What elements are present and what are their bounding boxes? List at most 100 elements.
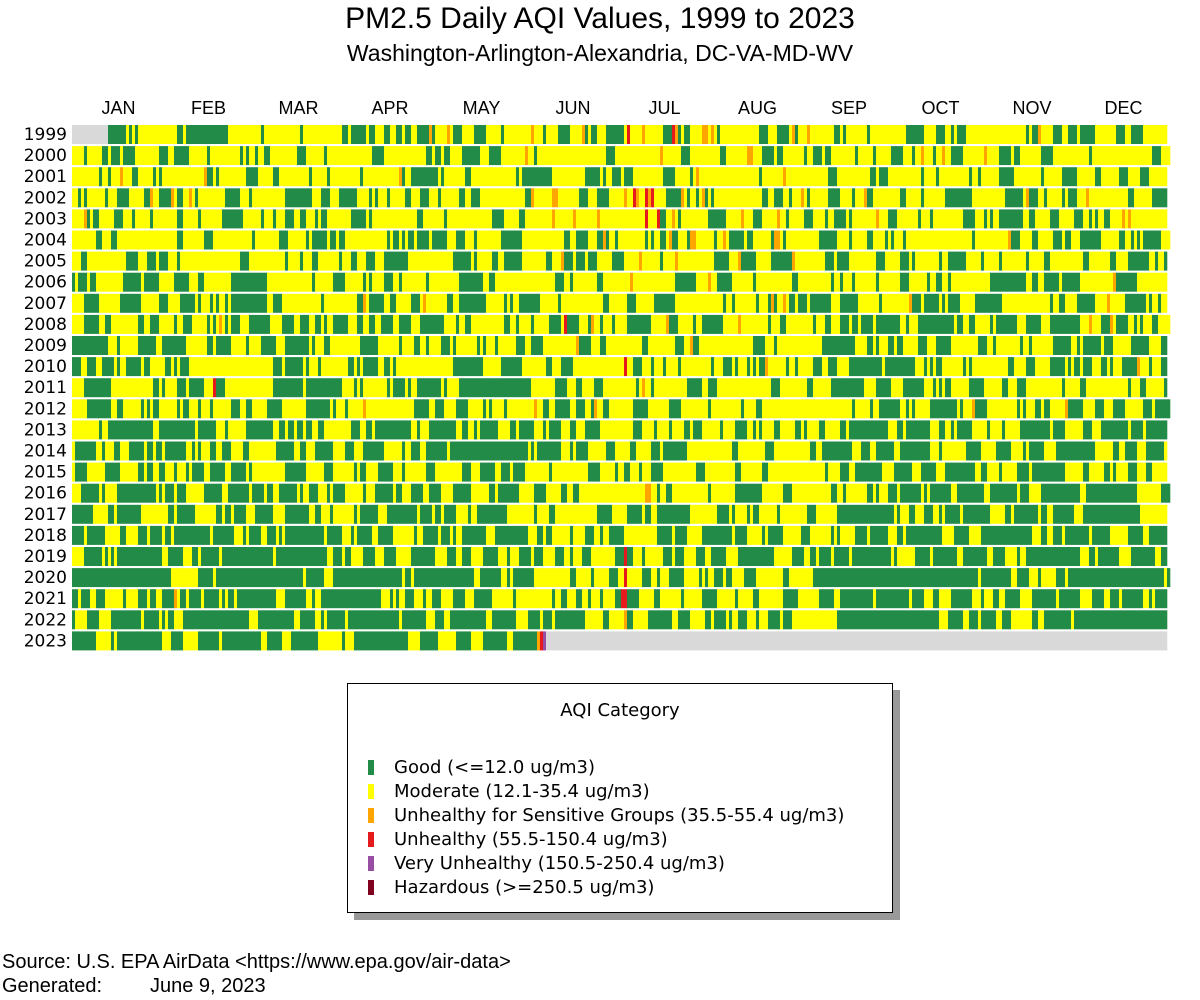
day-cell-good <box>756 293 760 313</box>
day-cell-moderate <box>717 230 724 250</box>
day-cell-good <box>369 293 385 313</box>
day-cell-moderate <box>1047 504 1054 524</box>
legend-label: Hazardous (>=250.5 ug/m3) <box>394 876 655 898</box>
day-cell-good <box>222 631 262 651</box>
day-cell-good <box>1026 547 1081 566</box>
day-cell-moderate <box>348 399 364 419</box>
day-cell-moderate <box>219 167 247 187</box>
day-cell-moderate <box>261 525 268 545</box>
day-cell-moderate <box>951 272 991 292</box>
day-cell-moderate <box>159 610 163 630</box>
day-cell-moderate <box>486 293 505 313</box>
day-cell-moderate <box>1119 589 1123 609</box>
day-cell-good <box>819 230 838 250</box>
day-cell-good <box>675 525 688 545</box>
day-cell-moderate <box>471 631 484 651</box>
day-cell-good <box>291 631 319 651</box>
day-cell-usg <box>783 167 787 187</box>
day-cell-good <box>897 336 904 355</box>
day-cell-moderate <box>231 336 247 355</box>
day-cell-good <box>981 462 988 482</box>
day-cell-moderate <box>405 167 412 187</box>
day-cell-good <box>609 525 625 545</box>
day-cell-moderate <box>471 504 478 524</box>
day-cell-good <box>933 547 958 566</box>
day-cell-moderate <box>390 230 394 250</box>
day-cell-good <box>306 378 343 398</box>
day-cell-moderate <box>936 462 946 482</box>
day-cell-moderate <box>924 378 934 398</box>
day-cell-usg <box>534 399 538 419</box>
day-cell-moderate <box>534 188 553 208</box>
day-cell-good <box>501 125 505 144</box>
legend-swatch <box>368 807 374 823</box>
day-cell-moderate <box>204 272 232 292</box>
day-cell-good <box>675 272 697 292</box>
day-cell-moderate <box>1065 378 1081 398</box>
day-cell-usg <box>174 589 178 609</box>
day-cell-good <box>753 209 763 229</box>
day-cell-good <box>312 589 316 609</box>
day-cell-moderate <box>1038 504 1042 524</box>
day-cell-moderate <box>162 525 166 545</box>
day-cell-moderate <box>201 399 211 419</box>
day-cell-good <box>231 272 268 292</box>
day-cell-moderate <box>1020 146 1042 166</box>
day-cell-good <box>192 547 199 566</box>
day-cell-good <box>582 547 592 566</box>
day-cell-moderate <box>744 209 754 229</box>
day-cell-moderate <box>834 272 841 292</box>
day-cell-moderate <box>1041 399 1045 419</box>
day-cell-moderate <box>357 462 361 482</box>
day-cell-moderate <box>831 314 841 334</box>
day-cell-good <box>426 441 448 461</box>
day-cell-good <box>87 209 91 229</box>
year-row <box>72 314 1171 334</box>
day-cell-moderate <box>1011 610 1033 630</box>
day-cell-moderate <box>1125 125 1132 144</box>
day-cell-good <box>153 378 160 398</box>
day-cell-moderate <box>303 357 307 377</box>
day-cell-good <box>315 441 334 461</box>
day-cell-good <box>531 314 535 334</box>
day-cell-moderate <box>696 230 715 250</box>
day-cell-good <box>615 547 625 566</box>
day-cell-good <box>681 146 691 166</box>
day-cell-moderate <box>780 378 808 398</box>
day-cell-good <box>531 441 535 461</box>
day-cell-moderate <box>408 251 454 271</box>
day-cell-good <box>633 357 643 377</box>
day-cell-moderate <box>870 441 877 461</box>
day-cell-good <box>453 357 484 377</box>
day-cell-good <box>168 547 184 566</box>
day-cell-moderate <box>126 125 130 144</box>
day-cell-moderate <box>1071 357 1075 377</box>
day-cell-good <box>696 462 706 482</box>
day-cell-good <box>885 230 889 250</box>
day-cell-good <box>720 146 727 166</box>
day-cell-moderate <box>972 357 1009 377</box>
chart-subtitle: Washington-Arlington-Alexandria, DC-VA-M… <box>346 40 854 66</box>
day-cell-good <box>663 125 673 144</box>
day-cell-moderate <box>798 357 814 377</box>
day-cell-moderate <box>690 610 706 630</box>
day-cell-moderate <box>258 167 274 187</box>
day-cell-moderate <box>888 167 922 187</box>
day-cell-moderate <box>693 167 697 187</box>
day-cell-moderate <box>942 504 946 524</box>
day-cell-moderate <box>138 167 154 187</box>
day-cell-moderate <box>951 483 958 503</box>
year-row <box>72 146 1171 166</box>
day-cell-good <box>354 504 358 524</box>
day-cell-good <box>327 525 343 545</box>
day-cell-moderate <box>111 378 154 398</box>
day-cell-moderate <box>792 483 832 503</box>
day-cell-good <box>588 251 598 271</box>
day-cell-good <box>669 568 685 588</box>
day-cell-good <box>414 399 430 419</box>
day-cell-good <box>906 399 910 419</box>
day-cell-moderate <box>135 146 160 166</box>
day-cell-good <box>333 547 343 566</box>
day-cell-moderate <box>825 420 841 440</box>
day-cell-moderate <box>1101 230 1120 250</box>
